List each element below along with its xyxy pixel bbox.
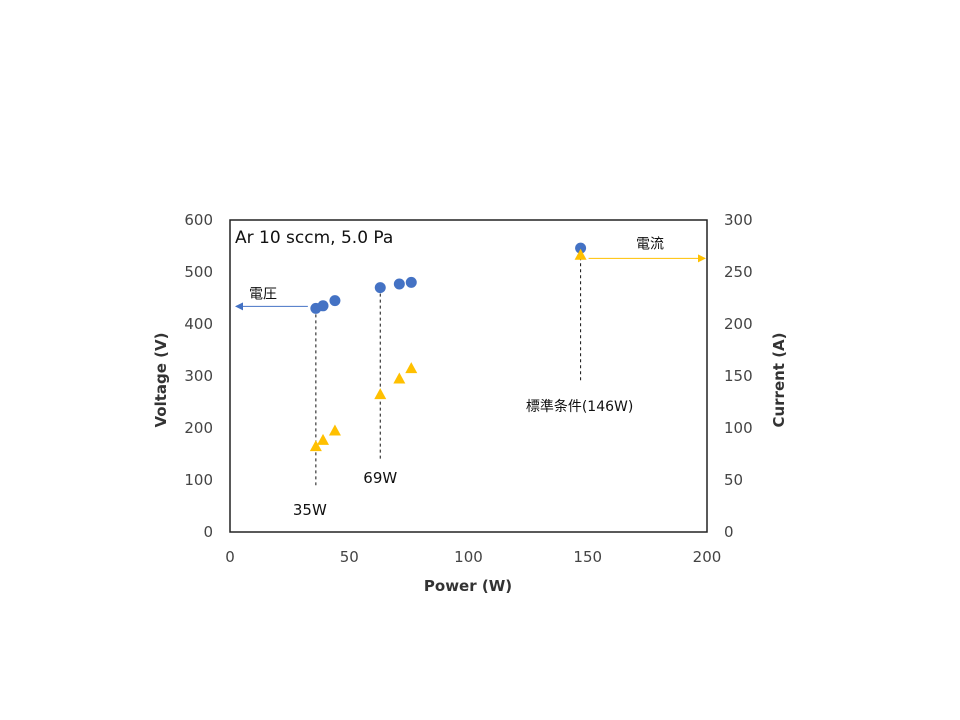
- y-axis-title: Voltage (V): [152, 333, 170, 428]
- current-point: [393, 372, 406, 384]
- current-arrow-label: 電流: [636, 236, 664, 252]
- y2-tick-label: 200: [724, 315, 753, 333]
- y2-axis-ticks: 0 50 100 150 200 250 300: [724, 211, 753, 541]
- current-point: [574, 248, 587, 260]
- y2-tick-label: 250: [724, 263, 753, 281]
- current-point: [374, 388, 387, 400]
- y-tick-label: 600: [184, 211, 213, 229]
- annotation-labels: 35W 69W 標準条件(146W) 電圧 電流: [249, 236, 664, 519]
- voltage-point: [405, 276, 417, 288]
- x-tick-label: 200: [693, 548, 722, 566]
- y2-tick-label: 300: [724, 211, 753, 229]
- y-tick-label: 500: [184, 263, 213, 281]
- voltage-point: [374, 282, 386, 294]
- guide-lines: [315, 251, 582, 486]
- current-point: [405, 362, 418, 374]
- marker-label: 標準条件(146W): [526, 398, 634, 415]
- voltage-point: [393, 278, 405, 290]
- voltage-point: [329, 295, 341, 307]
- y-tick-label: 200: [184, 419, 213, 437]
- x-tick-label: 100: [454, 548, 483, 566]
- x-tick-label: 150: [573, 548, 602, 566]
- y2-tick-label: 150: [724, 367, 753, 385]
- y2-tick-label: 0: [724, 523, 734, 541]
- marker-label: 35W: [293, 501, 327, 519]
- y2-tick-label: 100: [724, 419, 753, 437]
- y-tick-label: 100: [184, 471, 213, 489]
- x-axis-title: Power (W): [424, 577, 512, 595]
- plot-area: [229, 219, 708, 533]
- x-tick-label: 50: [340, 548, 359, 566]
- x-axis-ticks: 0 50 100 150 200: [225, 548, 721, 566]
- y-tick-label: 0: [203, 523, 213, 541]
- current-point: [328, 424, 341, 436]
- voltage-series: [310, 242, 587, 314]
- marker-label: 69W: [363, 469, 397, 487]
- current-point: [309, 440, 322, 452]
- voltage-point: [575, 242, 587, 254]
- y2-tick-label: 50: [724, 471, 743, 489]
- voltage-point: [317, 300, 329, 312]
- y2-axis-title: Current (A): [770, 332, 788, 427]
- y-axis-ticks: 0 100 200 300 400 500 600: [184, 211, 213, 541]
- x-tick-label: 0: [225, 548, 235, 566]
- current-point: [317, 433, 330, 445]
- y-tick-label: 300: [184, 367, 213, 385]
- annotation-arrows: [235, 254, 706, 311]
- condition-label: Ar 10 sccm, 5.0 Pa: [235, 228, 393, 248]
- current-series: [309, 248, 587, 452]
- voltage-arrow-label: 電圧: [249, 286, 277, 302]
- y-tick-label: 400: [184, 315, 213, 333]
